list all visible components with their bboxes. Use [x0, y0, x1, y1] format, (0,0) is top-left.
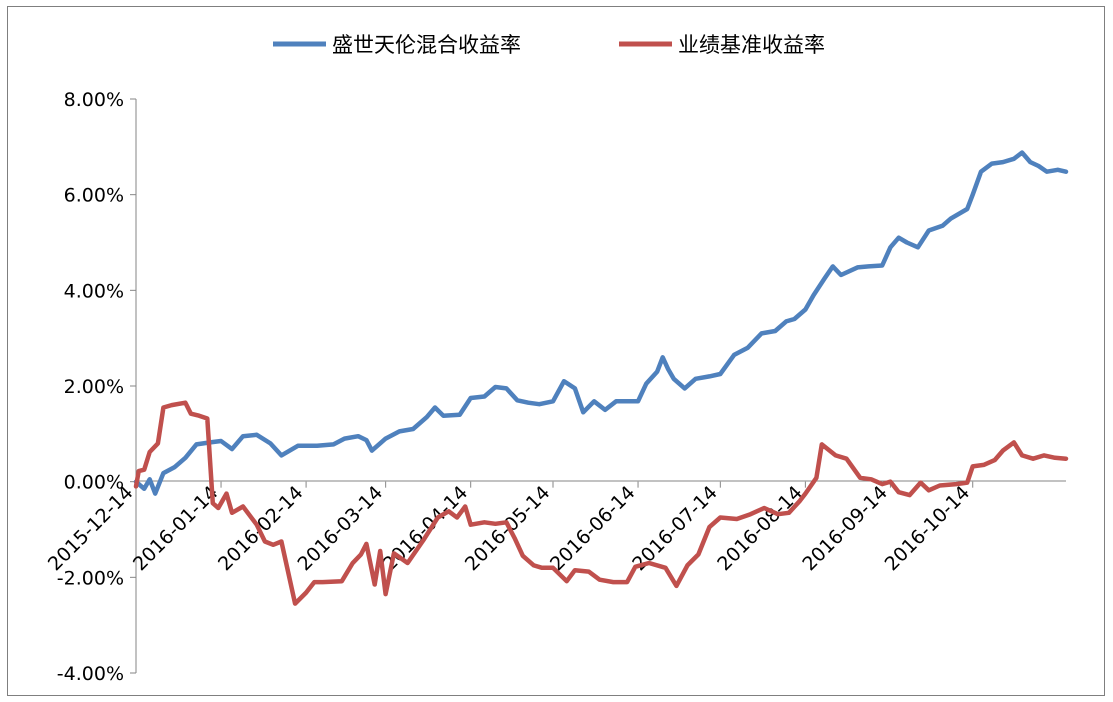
- x-tick-label: 2016-09-14: [798, 482, 892, 576]
- line-chart: 盛世天伦混合收益率 业绩基准收益率 -4.00% -2.00% 0.00% 2.00%…: [44, 33, 1069, 685]
- chart-area: 盛世天伦混合收益率 业绩基准收益率 -4.00% -2.00% 0.00% 2.00%…: [7, 6, 1105, 696]
- y-tick-label: -2.00%: [57, 567, 124, 589]
- x-tick-label: 2016-01-14: [129, 482, 223, 576]
- y-tick-label: 0.00%: [64, 472, 124, 494]
- series-line-1: [133, 150, 1069, 496]
- x-tick-label: 2016-10-14: [881, 482, 975, 576]
- legend: 盛世天伦混合收益率 业绩基准收益率: [273, 33, 825, 57]
- series-line-2: [133, 400, 1069, 606]
- x-tick-label: 2016-08-14: [713, 482, 807, 576]
- legend-label-series-2: 业绩基准收益率: [678, 33, 825, 57]
- y-tick-label: 2.00%: [64, 376, 124, 398]
- y-tick-label: 8.00%: [64, 89, 124, 111]
- x-tick-label: 2016-06-14: [546, 482, 640, 576]
- y-tick-label: 6.00%: [64, 185, 124, 207]
- series-layer: [133, 150, 1069, 606]
- x-tick-label: 2016-03-14: [294, 482, 388, 576]
- y-tick-label: -4.00%: [57, 663, 124, 685]
- x-tick-label: 2015-12-14: [44, 482, 138, 576]
- y-tick-label: 4.00%: [64, 280, 124, 302]
- y-axis-ticks: -4.00% -2.00% 0.00% 2.00% 4.00% 6.00% 8.00%: [57, 89, 136, 685]
- legend-label-series-1: 盛世天伦混合收益率: [332, 33, 521, 57]
